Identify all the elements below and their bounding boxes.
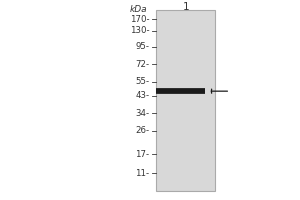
- Text: 17-: 17-: [135, 150, 149, 159]
- Text: 72-: 72-: [135, 60, 149, 69]
- Bar: [156, 88, 205, 89]
- Text: 130-: 130-: [130, 26, 149, 35]
- Text: 55-: 55-: [135, 77, 149, 86]
- Bar: [156, 93, 205, 94]
- Text: 43-: 43-: [135, 91, 149, 100]
- Text: kDa: kDa: [129, 5, 147, 14]
- Text: 170-: 170-: [130, 15, 149, 24]
- Text: 26-: 26-: [135, 126, 149, 135]
- Text: 1: 1: [182, 2, 189, 12]
- Text: 11-: 11-: [135, 169, 149, 178]
- Bar: [156, 88, 205, 94]
- Bar: [156, 10, 215, 191]
- Text: 34-: 34-: [135, 109, 149, 118]
- Text: 95-: 95-: [135, 42, 149, 51]
